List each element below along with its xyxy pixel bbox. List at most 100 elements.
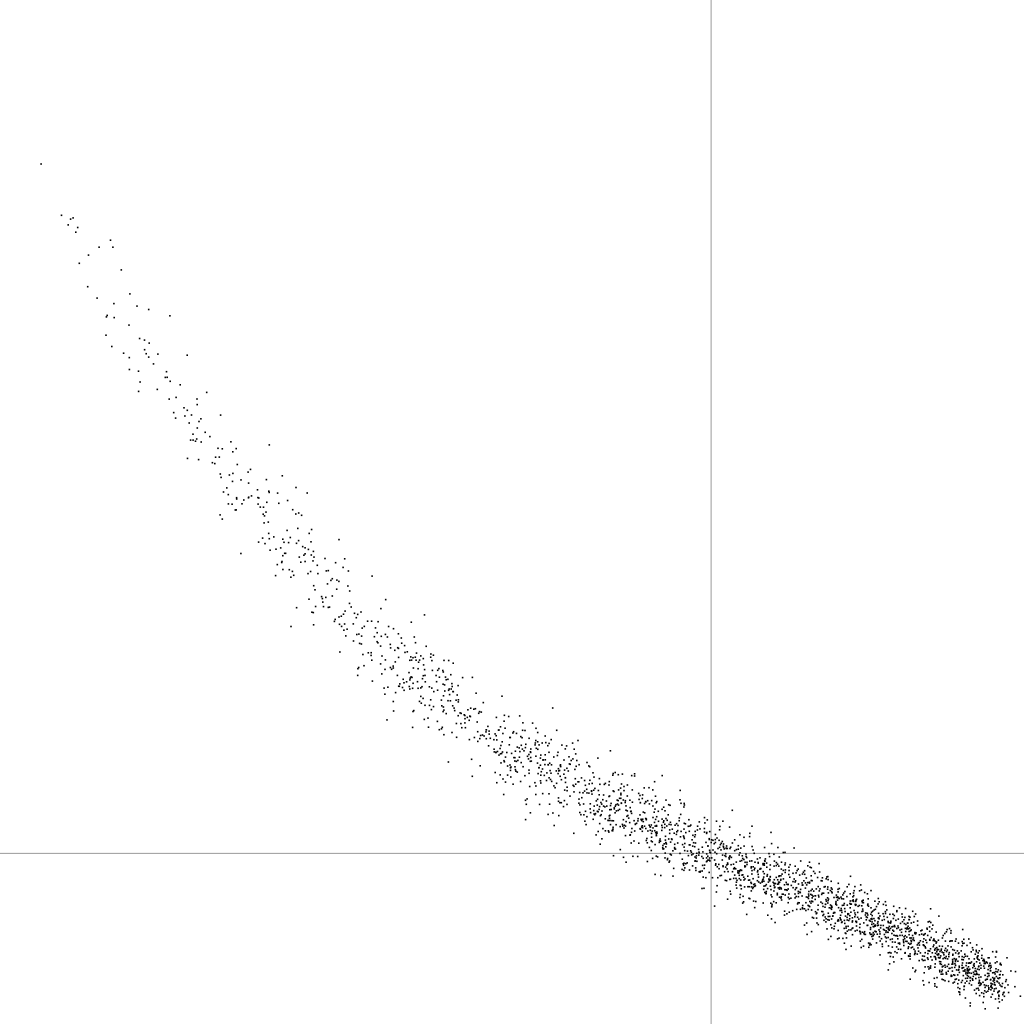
data-point	[883, 918, 886, 921]
data-point	[521, 736, 523, 739]
data-point	[943, 954, 945, 956]
data-point	[858, 890, 861, 892]
data-point	[922, 940, 924, 943]
data-point	[356, 633, 358, 636]
data-point	[325, 596, 327, 599]
data-point	[973, 973, 975, 975]
data-point	[528, 772, 530, 775]
data-point	[661, 774, 663, 777]
data-point	[661, 846, 664, 849]
data-point	[897, 942, 900, 945]
data-point	[430, 653, 432, 655]
data-point	[739, 869, 741, 872]
data-point	[968, 982, 971, 985]
data-point	[571, 742, 574, 744]
data-point	[705, 857, 708, 859]
data-point	[630, 774, 633, 777]
data-point	[950, 946, 952, 948]
data-point	[789, 876, 791, 878]
data-point	[1006, 957, 1008, 959]
data-point	[421, 677, 424, 680]
data-point	[787, 901, 789, 904]
data-point	[897, 948, 900, 950]
data-point	[612, 772, 614, 775]
data-point	[733, 874, 736, 876]
data-point	[762, 902, 764, 904]
data-point	[597, 811, 599, 813]
data-point	[864, 914, 867, 916]
data-point	[970, 961, 973, 963]
data-point	[310, 554, 313, 556]
data-point	[447, 689, 450, 692]
data-point	[665, 817, 667, 820]
data-point	[835, 904, 838, 906]
data-point	[923, 984, 925, 986]
data-point	[681, 858, 684, 860]
data-point	[1002, 992, 1005, 994]
data-point	[705, 832, 708, 835]
data-point	[926, 927, 928, 929]
data-point	[997, 990, 1000, 993]
data-point	[856, 929, 858, 932]
data-point	[289, 536, 292, 539]
data-point	[896, 910, 898, 913]
data-point	[855, 900, 857, 903]
data-point	[500, 762, 502, 764]
data-point	[451, 685, 453, 688]
data-point	[588, 765, 591, 768]
data-point	[172, 411, 175, 414]
data-point	[739, 834, 741, 836]
data-point	[777, 887, 780, 889]
data-point	[863, 932, 865, 934]
data-point	[297, 539, 300, 542]
data-point	[538, 744, 540, 746]
data-point	[455, 699, 457, 701]
data-point	[433, 690, 435, 693]
data-point	[671, 828, 674, 830]
data-point	[685, 862, 687, 865]
data-point	[965, 971, 967, 974]
data-point	[855, 925, 858, 927]
data-point	[696, 829, 699, 831]
data-point	[861, 900, 864, 902]
data-point	[968, 962, 971, 964]
data-point	[555, 770, 558, 772]
data-point	[234, 509, 237, 511]
data-point	[970, 972, 973, 975]
data-point	[534, 742, 537, 744]
data-point	[769, 875, 772, 878]
data-point	[739, 860, 741, 862]
data-point	[599, 783, 601, 786]
data-point	[945, 973, 948, 975]
data-point	[774, 882, 777, 885]
data-point	[137, 370, 140, 372]
data-point	[839, 909, 841, 912]
data-point	[563, 773, 565, 775]
data-point	[769, 864, 772, 866]
data-point	[169, 380, 171, 383]
data-point	[309, 570, 312, 573]
data-point	[979, 962, 981, 964]
data-point	[617, 789, 620, 791]
data-point	[450, 688, 452, 690]
data-point	[573, 791, 575, 793]
data-point	[683, 869, 685, 872]
data-point	[839, 917, 841, 919]
data-point	[812, 895, 814, 898]
data-point	[927, 966, 929, 968]
data-point	[371, 575, 373, 577]
data-point	[858, 918, 860, 920]
data-point	[915, 932, 917, 934]
data-point	[794, 888, 797, 891]
data-point	[744, 878, 746, 880]
data-point	[930, 921, 932, 924]
data-point	[668, 861, 670, 863]
data-point	[528, 737, 530, 740]
data-point	[812, 890, 815, 892]
data-point	[649, 829, 652, 832]
data-point	[675, 833, 678, 836]
data-point	[997, 997, 1000, 1000]
data-point	[689, 825, 691, 827]
data-point	[540, 774, 542, 776]
data-point	[806, 933, 808, 936]
